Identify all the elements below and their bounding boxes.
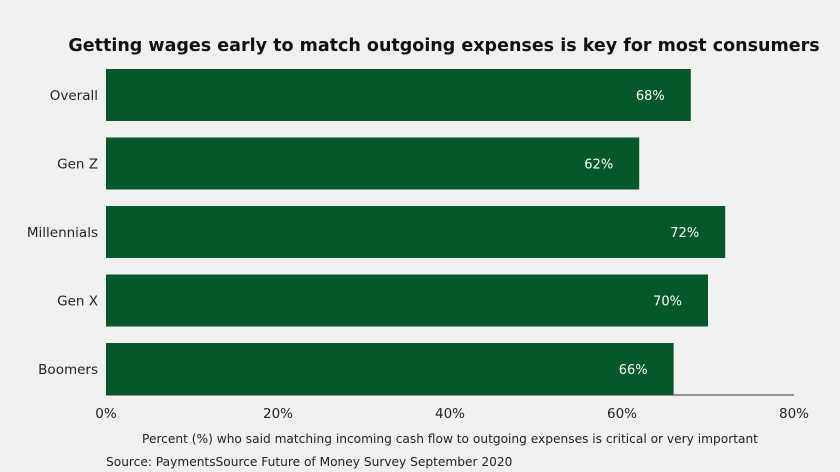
value-label-overall: 68% — [636, 89, 665, 104]
bars-group — [106, 69, 726, 395]
category-labels-group: Overall Gen Z Millennials Gen X Boomers — [27, 88, 98, 378]
x-axis-label: Percent (%) who said matching incoming c… — [142, 432, 758, 446]
x-tick-label-40: 40% — [435, 406, 465, 422]
value-label-gen-z: 62% — [584, 158, 613, 173]
category-label-boomers: Boomers — [38, 362, 98, 378]
category-label-millennials: Millennials — [27, 225, 98, 241]
category-label-overall: Overall — [50, 88, 98, 104]
value-label-boomers: 66% — [619, 363, 648, 378]
value-labels-group: 68% 62% 72% 70% 66% — [584, 89, 699, 378]
bar-gen-z — [106, 137, 640, 190]
category-label-gen-z: Gen Z — [57, 157, 98, 173]
x-tick-label-80: 80% — [779, 406, 809, 422]
x-tick-label-0: 0% — [95, 406, 117, 422]
x-tick-label-20: 20% — [263, 406, 293, 422]
category-label-gen-x: Gen X — [57, 294, 98, 310]
chart-title: Getting wages early to match outgoing ex… — [68, 36, 819, 56]
x-tick-label-60: 60% — [607, 406, 637, 422]
value-label-gen-x: 70% — [653, 295, 682, 310]
bar-gen-x — [106, 274, 708, 327]
bar-millennials — [106, 206, 726, 258]
source-note: Source: PaymentsSource Future of Money S… — [106, 455, 512, 469]
x-tick-labels-group: 0% 20% 40% 60% 80% — [95, 406, 809, 422]
bar-boomers — [106, 343, 674, 395]
bar-overall — [106, 69, 691, 121]
value-label-millennials: 72% — [670, 226, 699, 241]
